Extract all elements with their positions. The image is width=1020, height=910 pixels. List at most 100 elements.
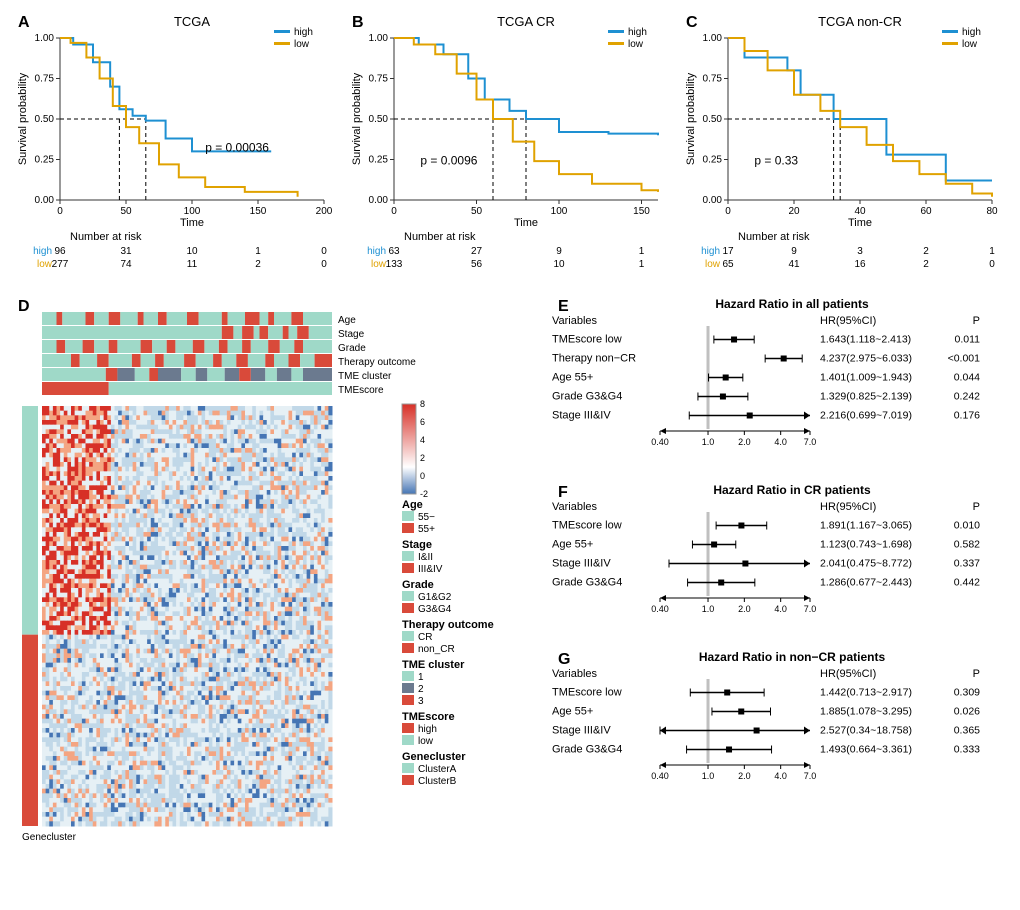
svg-text:0.50: 0.50 bbox=[35, 114, 55, 125]
annot-track-label: Age bbox=[338, 315, 356, 326]
svg-text:56: 56 bbox=[471, 259, 483, 270]
legend-item: CR bbox=[418, 632, 432, 643]
annot-track-label: Stage bbox=[338, 329, 365, 340]
svg-text:low: low bbox=[962, 39, 978, 50]
annot-track-label: Grade bbox=[338, 343, 366, 354]
svg-text:74: 74 bbox=[120, 259, 132, 270]
svg-text:2: 2 bbox=[923, 259, 929, 270]
svg-text:0: 0 bbox=[989, 259, 995, 270]
forest-row-p: 0.309 bbox=[954, 687, 980, 699]
forest-row-label: Grade G3&G4 bbox=[552, 391, 622, 403]
legend-item: I&II bbox=[418, 552, 433, 563]
forest-row-p: 0.337 bbox=[954, 558, 980, 570]
svg-text:0.75: 0.75 bbox=[35, 74, 55, 85]
forest-row-label: TMEscore low bbox=[552, 687, 622, 699]
annot-track-label: TME cluster bbox=[338, 371, 392, 382]
forest-row-label: Stage III&IV bbox=[552, 410, 611, 422]
svg-text:1: 1 bbox=[639, 259, 645, 270]
panel-c-km-tcga-noncr: CTCGA non-CR0.000.250.500.751.0002040608… bbox=[680, 12, 1000, 292]
km-row: ATCGA0.000.250.500.751.00050100150200Tim… bbox=[12, 12, 1008, 292]
km-curve-high bbox=[60, 38, 271, 151]
svg-text:100: 100 bbox=[184, 206, 201, 217]
km-title: TCGA CR bbox=[497, 14, 555, 29]
forest-row-hr: 1.885(1.078~3.295) bbox=[820, 706, 912, 718]
forest-row-label: Grade G3&G4 bbox=[552, 744, 622, 756]
svg-text:low: low bbox=[628, 39, 644, 50]
svg-text:150: 150 bbox=[633, 206, 650, 217]
svg-text:0: 0 bbox=[321, 246, 327, 257]
forest-col-hr: HR(95%CI) bbox=[820, 501, 876, 513]
forest-row-hr: 1.329(0.825~2.139) bbox=[820, 391, 912, 403]
legend-title: Therapy outcome bbox=[402, 619, 494, 631]
forest-col-variables: Variables bbox=[552, 501, 598, 513]
legend-title: Age bbox=[402, 499, 423, 511]
annot-track-label: Therapy outcome bbox=[338, 357, 416, 368]
svg-text:Survival probability: Survival probability bbox=[17, 72, 29, 165]
svg-text:Survival probability: Survival probability bbox=[685, 72, 697, 165]
forest-row-p: 0.010 bbox=[954, 520, 980, 532]
svg-text:41: 41 bbox=[788, 259, 800, 270]
forest-row-hr: 2.527(0.34~18.758) bbox=[820, 725, 912, 737]
svg-text:0.25: 0.25 bbox=[703, 155, 723, 166]
forest-row-hr: 1.123(0.743~1.698) bbox=[820, 539, 912, 551]
svg-text:high: high bbox=[962, 27, 981, 38]
forest-row-hr: 1.442(0.713~2.917) bbox=[820, 687, 912, 699]
km-curve-low bbox=[728, 38, 992, 197]
svg-text:80: 80 bbox=[986, 206, 998, 217]
svg-text:9: 9 bbox=[556, 246, 562, 257]
svg-text:0.25: 0.25 bbox=[369, 155, 389, 166]
forest-title: Hazard Ratio in CR patients bbox=[713, 483, 871, 497]
legend-item: G3&G4 bbox=[418, 604, 452, 615]
forest-col-p: P bbox=[973, 315, 980, 327]
panel-label: B bbox=[352, 14, 364, 32]
forest-col-hr: HR(95%CI) bbox=[820, 668, 876, 680]
svg-text:1: 1 bbox=[989, 246, 995, 257]
panel-label: A bbox=[18, 14, 30, 32]
forest-row-p: 0.333 bbox=[954, 744, 980, 756]
svg-text:Time: Time bbox=[180, 217, 204, 229]
forest-row-hr: 1.891(1.167~3.065) bbox=[820, 520, 912, 532]
svg-text:0.25: 0.25 bbox=[35, 155, 55, 166]
svg-text:0.00: 0.00 bbox=[369, 195, 389, 206]
svg-text:2: 2 bbox=[923, 246, 929, 257]
forest-row-label: Therapy non−CR bbox=[552, 353, 636, 365]
legend-item: 1 bbox=[418, 672, 424, 683]
svg-text:1.00: 1.00 bbox=[369, 33, 389, 44]
legend-item: ClusterB bbox=[418, 776, 457, 787]
forest-row-hr: 1.286(0.677~2.443) bbox=[820, 577, 912, 589]
svg-text:1: 1 bbox=[639, 246, 645, 257]
svg-text:high: high bbox=[33, 246, 52, 257]
km-pvalue: p = 0.0096 bbox=[420, 153, 477, 167]
forest-row-p: 0.242 bbox=[954, 391, 980, 403]
risk-title: Number at risk bbox=[738, 231, 810, 243]
panel-a-km-tcga: ATCGA0.000.250.500.751.00050100150200Tim… bbox=[12, 12, 332, 292]
svg-text:high: high bbox=[628, 27, 647, 38]
svg-text:50: 50 bbox=[120, 206, 132, 217]
svg-text:high: high bbox=[294, 27, 313, 38]
svg-text:low: low bbox=[294, 39, 310, 50]
legend-item: G1&G2 bbox=[418, 592, 452, 603]
forest-row-hr: 2.041(0.475~8.772) bbox=[820, 558, 912, 570]
svg-text:10: 10 bbox=[186, 246, 198, 257]
risk-title: Number at risk bbox=[404, 231, 476, 243]
forest-row-p: 0.442 bbox=[954, 577, 980, 589]
legend-item: low bbox=[418, 736, 434, 747]
svg-text:0.00: 0.00 bbox=[35, 195, 55, 206]
svg-text:50: 50 bbox=[471, 206, 483, 217]
svg-text:20: 20 bbox=[788, 206, 800, 217]
svg-text:Time: Time bbox=[848, 217, 872, 229]
forest-title: Hazard Ratio in non−CR patients bbox=[699, 650, 886, 664]
annot-track-label: TMEscore bbox=[338, 385, 384, 396]
svg-text:0: 0 bbox=[57, 206, 63, 217]
legend-item: 55+ bbox=[418, 524, 435, 535]
svg-text:16: 16 bbox=[854, 259, 866, 270]
svg-text:0.50: 0.50 bbox=[369, 114, 389, 125]
svg-text:3: 3 bbox=[857, 246, 863, 257]
legend-title: TME cluster bbox=[402, 659, 465, 671]
panel-label: D bbox=[18, 298, 30, 316]
km-pvalue: p = 0.33 bbox=[754, 153, 798, 167]
legend-item: 2 bbox=[418, 684, 424, 695]
svg-text:9: 9 bbox=[791, 246, 797, 257]
panel-g-forest-noncr: GHazard Ratio in non−CR patientsVariable… bbox=[552, 649, 992, 798]
forest-row-p: 0.365 bbox=[954, 725, 980, 737]
